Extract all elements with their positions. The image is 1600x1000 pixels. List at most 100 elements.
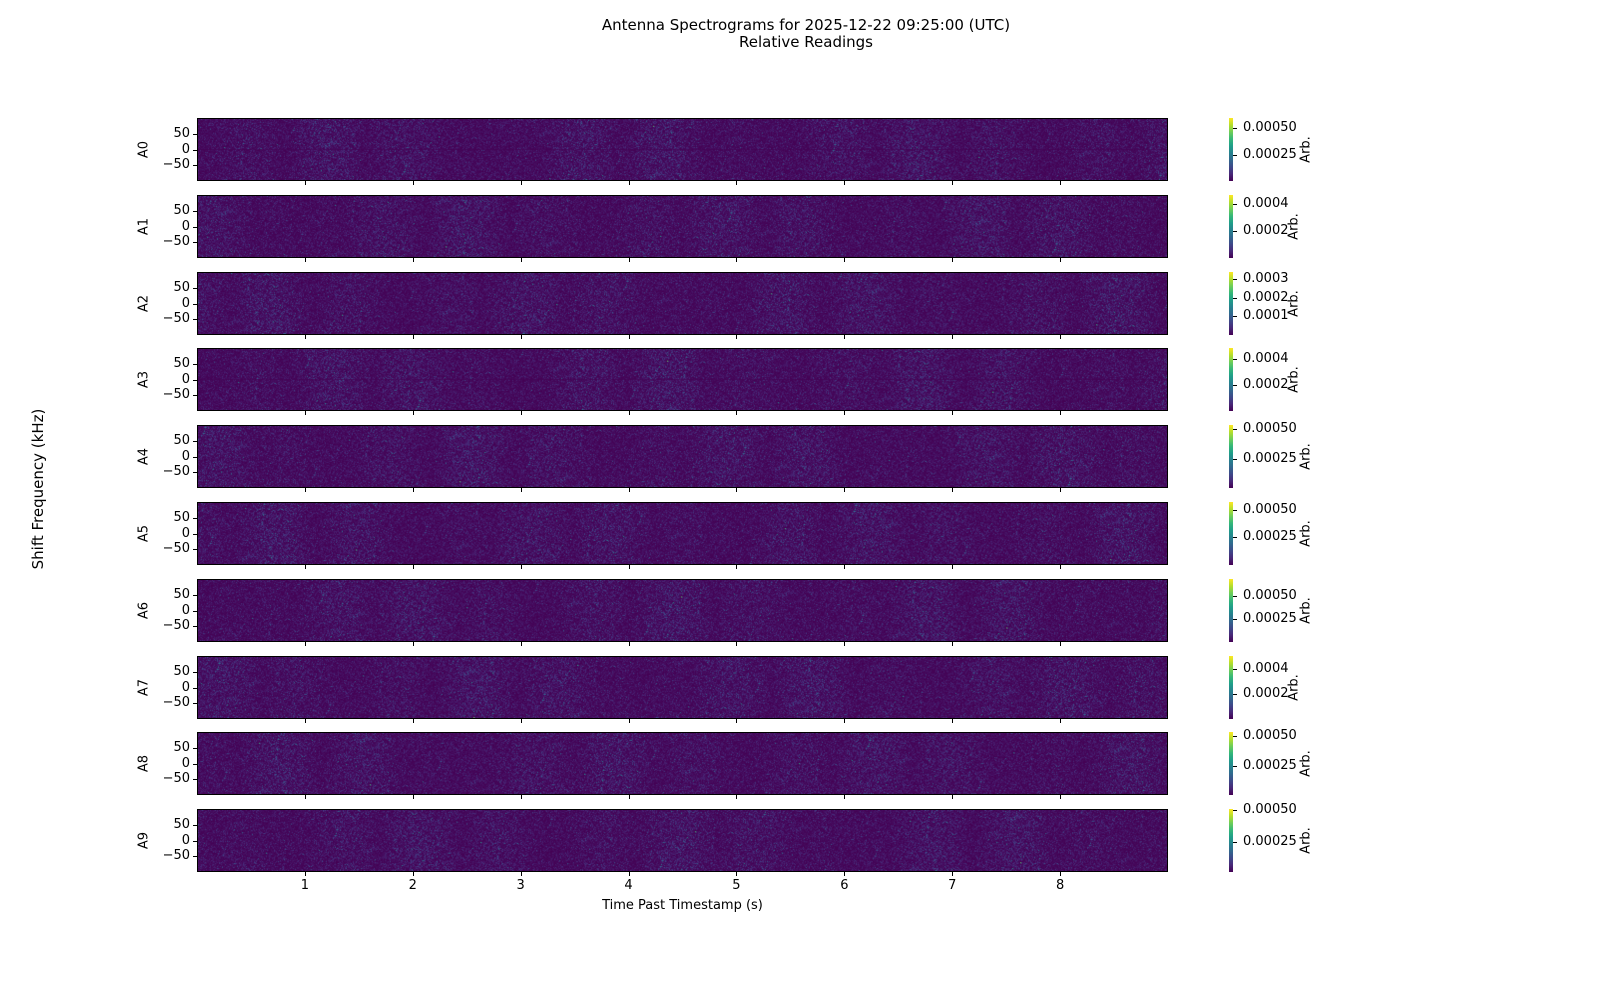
x-tick-mark (1060, 335, 1062, 339)
x-tick-mark (628, 181, 630, 185)
colorbar-label: Arb. (1298, 443, 1314, 470)
y-tick-mark (193, 210, 197, 212)
x-tick-label: 4 (624, 878, 633, 893)
colorbar-tick-mark (1233, 384, 1237, 386)
x-tick-mark (520, 335, 522, 339)
panel-label-A9: A9 (136, 831, 152, 850)
x-tick-mark (412, 181, 414, 185)
y-tick-label: 0 (181, 295, 190, 311)
colorbar-tick-mark (1233, 279, 1237, 281)
y-tick-mark (193, 594, 197, 596)
y-tick-label: 50 (173, 586, 190, 602)
x-tick-mark (304, 565, 306, 569)
x-tick-mark (304, 872, 306, 876)
chart-title: Antenna Spectrograms for 2025-12-22 09:2… (601, 16, 1011, 34)
colorbar-tick-label: 0.00050 (1243, 587, 1297, 603)
x-tick-mark (520, 258, 522, 262)
y-tick-mark (193, 671, 197, 673)
x-tick-mark (952, 872, 954, 876)
panel-label-A2: A2 (136, 294, 152, 313)
y-tick-mark (193, 395, 197, 397)
x-tick-mark (844, 642, 846, 646)
colorbar-A1 (1229, 195, 1233, 258)
y-tick-label: 0 (181, 602, 190, 618)
colorbar-tick-label: 0.00025 (1243, 610, 1297, 626)
spectrogram-A5 (197, 502, 1168, 565)
x-tick-mark (1060, 719, 1062, 723)
x-tick-mark (736, 719, 738, 723)
colorbar-label: Arb. (1298, 827, 1314, 854)
spectrogram-image-A6 (198, 580, 1167, 641)
y-tick-label: 50 (173, 202, 190, 218)
y-tick-mark (193, 687, 197, 689)
panel-label-A7: A7 (136, 678, 152, 697)
y-tick-mark (193, 379, 197, 381)
panel-label-A4: A4 (136, 447, 152, 466)
colorbar-tick-mark (1233, 428, 1237, 430)
y-tick-label: 50 (173, 509, 190, 525)
chart-subtitle: Relative Readings (739, 33, 873, 51)
y-tick-mark (193, 472, 197, 474)
colorbar-tick-mark (1233, 297, 1237, 299)
x-tick-mark (736, 795, 738, 799)
x-tick-mark (304, 488, 306, 492)
y-tick-label: 0 (181, 448, 190, 464)
x-tick-mark (412, 258, 414, 262)
x-tick-mark (520, 795, 522, 799)
x-tick-mark (844, 258, 846, 262)
y-tick-label: 50 (173, 663, 190, 679)
x-tick-mark (520, 488, 522, 492)
x-tick-mark (628, 258, 630, 262)
x-tick-mark (1060, 181, 1062, 185)
x-tick-mark (628, 488, 630, 492)
x-tick-mark (304, 795, 306, 799)
x-tick-mark (1060, 411, 1062, 415)
y-tick-mark (193, 287, 197, 289)
colorbar-label: Arb. (1286, 213, 1302, 240)
y-tick-mark (193, 747, 197, 749)
y-tick-label: −50 (162, 541, 190, 557)
y-tick-mark (193, 549, 197, 551)
panel-label-A3: A3 (136, 370, 152, 389)
x-tick-label: 3 (516, 878, 525, 893)
colorbar-tick-label: 0.0001 (1243, 308, 1289, 324)
x-tick-mark (412, 795, 414, 799)
y-tick-label: 0 (181, 218, 190, 234)
colorbar-A3 (1229, 348, 1233, 411)
x-tick-mark (628, 565, 630, 569)
x-tick-mark (412, 872, 414, 876)
colorbar-tick-mark (1233, 595, 1237, 597)
colorbar-tick-mark (1233, 810, 1237, 812)
x-tick-mark (844, 488, 846, 492)
x-tick-mark (844, 872, 846, 876)
colorbar-tick-mark (1233, 316, 1237, 318)
y-tick-label: 50 (173, 279, 190, 295)
x-tick-mark (736, 642, 738, 646)
x-tick-mark (304, 719, 306, 723)
colorbar-tick-mark (1233, 765, 1237, 767)
colorbar-tick-mark (1233, 509, 1237, 511)
y-tick-label: 0 (181, 679, 190, 695)
spectrogram-image-A8 (198, 733, 1167, 794)
x-tick-mark (304, 181, 306, 185)
colorbar-tick-mark (1233, 154, 1237, 156)
colorbar-tick-mark (1233, 841, 1237, 843)
colorbar-tick-label: 0.00025 (1243, 450, 1297, 466)
spectrogram-image-A4 (198, 426, 1167, 487)
colorbar-tick-mark (1233, 618, 1237, 620)
y-tick-mark (193, 626, 197, 628)
colorbar-label: Arb. (1298, 520, 1314, 547)
y-tick-label: 0 (181, 755, 190, 771)
colorbar-tick-mark (1233, 458, 1237, 460)
y-tick-mark (193, 319, 197, 321)
colorbar-tick-label: 0.00050 (1243, 119, 1297, 135)
x-tick-mark (1060, 642, 1062, 646)
x-tick-mark (412, 565, 414, 569)
colorbar-tick-label: 0.00025 (1243, 146, 1297, 162)
colorbar-tick-mark (1233, 127, 1237, 129)
x-tick-mark (736, 488, 738, 492)
y-tick-mark (193, 440, 197, 442)
y-tick-label: −50 (162, 618, 190, 634)
y-tick-label: −50 (162, 234, 190, 250)
x-tick-mark (628, 795, 630, 799)
